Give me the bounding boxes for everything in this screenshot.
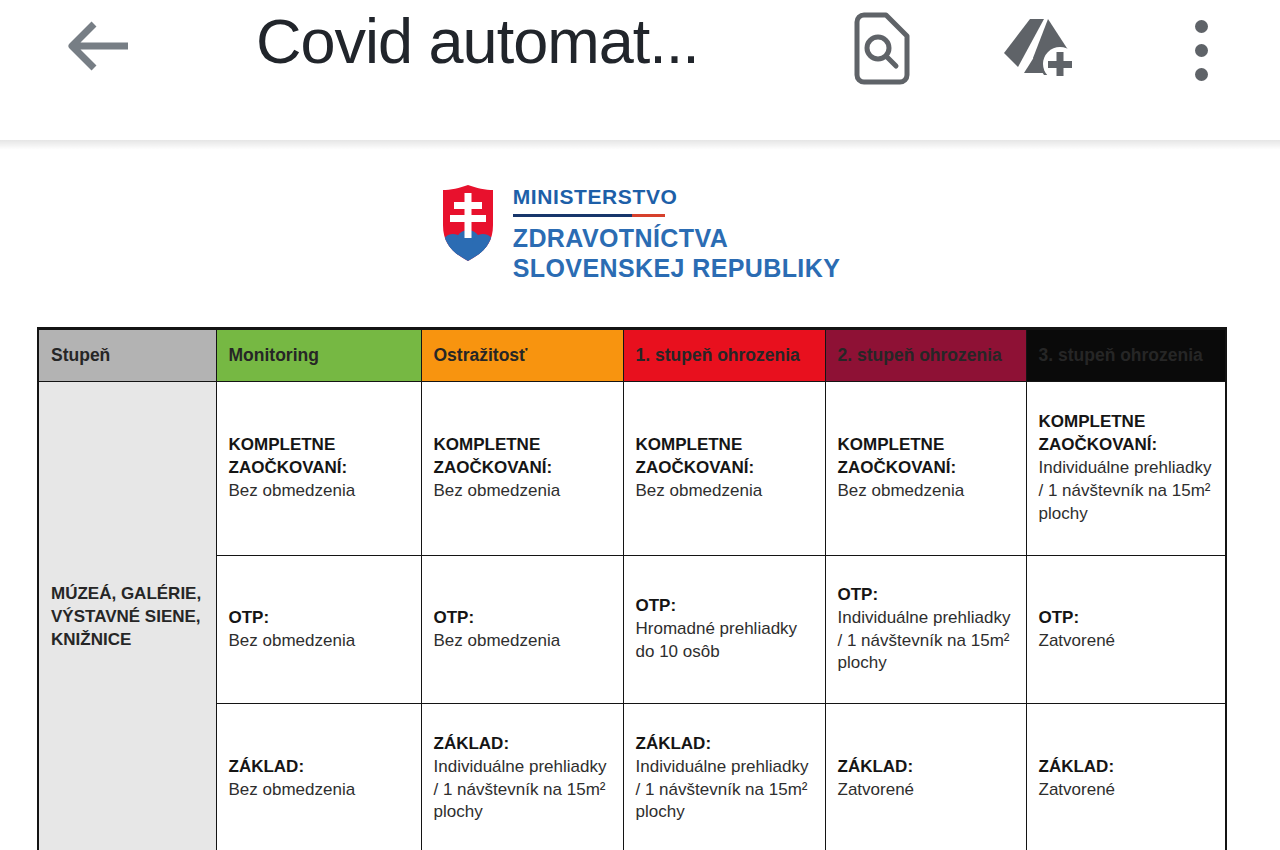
table-header-row: Stupeň Monitoring Ostražitosť 1. stupeň …: [38, 329, 1226, 382]
cell-value: Individuálne prehliadky / 1 návštevník n…: [636, 756, 813, 825]
cell-label: OTP:: [838, 584, 1014, 607]
header-monitoring: Monitoring: [216, 329, 421, 382]
table-cell: KOMPLETNE ZAOČKOVANÍ: Bez obmedzenia: [623, 382, 825, 556]
logo-line-zdravotnictva: ZDRAVOTNÍCTVA: [513, 224, 841, 254]
cell-label: OTP:: [434, 607, 611, 630]
cell-value: Zatvorené: [1039, 779, 1214, 802]
table-cell: ZÁKLAD: Zatvorené: [1026, 704, 1226, 850]
cell-value: Hromadné prehliadky do 10 osôb: [636, 618, 813, 664]
table-cell: OTP: Bez obmedzenia: [216, 556, 421, 704]
pdf-viewer-screen: Covid automat...: [0, 0, 1280, 850]
header-ostrazitost: Ostražitosť: [421, 329, 623, 382]
find-in-document-icon: [848, 76, 914, 91]
cell-label: KOMPLETNE ZAOČKOVANÍ:: [636, 434, 813, 480]
table-cell: KOMPLETNE ZAOČKOVANÍ: Bez obmedzenia: [216, 382, 421, 556]
cell-label: KOMPLETNE ZAOČKOVANÍ:: [434, 434, 611, 480]
table-cell: KOMPLETNE ZAOČKOVANÍ: Bez obmedzenia: [421, 382, 623, 556]
add-to-drive-button[interactable]: [1000, 16, 1084, 86]
app-bar: Covid automat...: [0, 0, 1280, 140]
logo-divider: [513, 214, 665, 217]
table-cell: ZÁKLAD: Zatvorené: [825, 704, 1026, 850]
cell-label: OTP:: [1039, 607, 1214, 630]
table-cell: OTP: Hromadné prehliadky do 10 osôb: [623, 556, 825, 704]
add-to-drive-icon: [1002, 71, 1082, 86]
cell-label: ZÁKLAD:: [838, 756, 1014, 779]
cell-value: Bez obmedzenia: [229, 630, 409, 653]
table-row-kompletne-zaockovani: MÚZEÁ, GALÉRIE, VÝSTAVNÉ SIENE, KNIŽNICE…: [38, 382, 1226, 556]
cell-value: Bez obmedzenia: [434, 480, 611, 503]
slovak-coat-of-arms-icon: [440, 183, 496, 267]
document-title: Covid automat...: [256, 8, 699, 74]
header-stupen-3: 3. stupeň ohrozenia: [1026, 329, 1226, 382]
covid-automat-table: Stupeň Monitoring Ostražitosť 1. stupeň …: [37, 327, 1227, 850]
table-cell: KOMPLETNE ZAOČKOVANÍ: Bez obmedzenia: [825, 382, 1026, 556]
table-cell: ZÁKLAD: Bez obmedzenia: [216, 704, 421, 850]
cell-label: ZÁKLAD:: [1039, 756, 1214, 779]
header-stupen: Stupeň: [38, 329, 216, 382]
document-viewport[interactable]: MINISTERSTVO ZDRAVOTNÍCTVA SLOVENSKEJ RE…: [0, 183, 1280, 850]
table-cell: ZÁKLAD: Individuálne prehliadky / 1 návš…: [421, 704, 623, 850]
header-stupen-2: 2. stupeň ohrozenia: [825, 329, 1026, 382]
find-in-document-button[interactable]: [846, 10, 916, 90]
table-row-otp: OTP: Bez obmedzenia OTP: Bez obmedzenia …: [38, 556, 1226, 704]
table-cell: OTP: Bez obmedzenia: [421, 556, 623, 704]
cell-value: Individuálne prehliadky / 1 návštevník n…: [434, 756, 611, 825]
table-cell: KOMPLETNE ZAOČKOVANÍ: Individuálne prehl…: [1026, 382, 1226, 556]
table-cell: OTP: Individuálne prehliadky / 1 návštev…: [825, 556, 1026, 704]
ministry-logo: MINISTERSTVO ZDRAVOTNÍCTVA SLOVENSKEJ RE…: [0, 183, 1280, 283]
cell-value: Bez obmedzenia: [434, 630, 611, 653]
cell-value: Bez obmedzenia: [229, 779, 409, 802]
group-label-cell: MÚZEÁ, GALÉRIE, VÝSTAVNÉ SIENE, KNIŽNICE: [38, 382, 216, 850]
overflow-menu-button[interactable]: [1178, 12, 1224, 88]
cell-value: Zatvorené: [1039, 630, 1214, 653]
back-button[interactable]: [62, 16, 134, 80]
cell-value: Individuálne prehliadky / 1 návštevník n…: [838, 607, 1014, 676]
table-cell: OTP: Zatvorené: [1026, 556, 1226, 704]
table-cell: ZÁKLAD: Individuálne prehliadky / 1 návš…: [623, 704, 825, 850]
cell-label: KOMPLETNE ZAOČKOVANÍ:: [838, 434, 1014, 480]
cell-label: KOMPLETNE ZAOČKOVANÍ:: [229, 434, 409, 480]
cell-value: Bez obmedzenia: [838, 480, 1014, 503]
back-arrow-icon: [62, 68, 134, 83]
cell-label: OTP:: [229, 607, 409, 630]
header-stupen-1: 1. stupeň ohrozenia: [623, 329, 825, 382]
logo-line-ministerstvo: MINISTERSTVO: [513, 185, 841, 209]
cell-value: Individuálne prehliadky / 1 návštevník n…: [1039, 457, 1214, 526]
cell-value: Bez obmedzenia: [229, 480, 409, 503]
cell-label: ZÁKLAD:: [636, 733, 813, 756]
cell-label: ZÁKLAD:: [434, 733, 611, 756]
table-row-zaklad: ZÁKLAD: Bez obmedzenia ZÁKLAD: Individuá…: [38, 704, 1226, 850]
cell-label: KOMPLETNE ZAOČKOVANÍ:: [1039, 411, 1214, 457]
cell-value: Zatvorené: [838, 779, 1014, 802]
cell-value: Bez obmedzenia: [636, 480, 813, 503]
cell-label: OTP:: [636, 595, 813, 618]
logo-line-slovenskej-republiky: SLOVENSKEJ REPUBLIKY: [513, 254, 841, 284]
cell-label: ZÁKLAD:: [229, 756, 409, 779]
appbar-shadow: [0, 140, 1280, 150]
